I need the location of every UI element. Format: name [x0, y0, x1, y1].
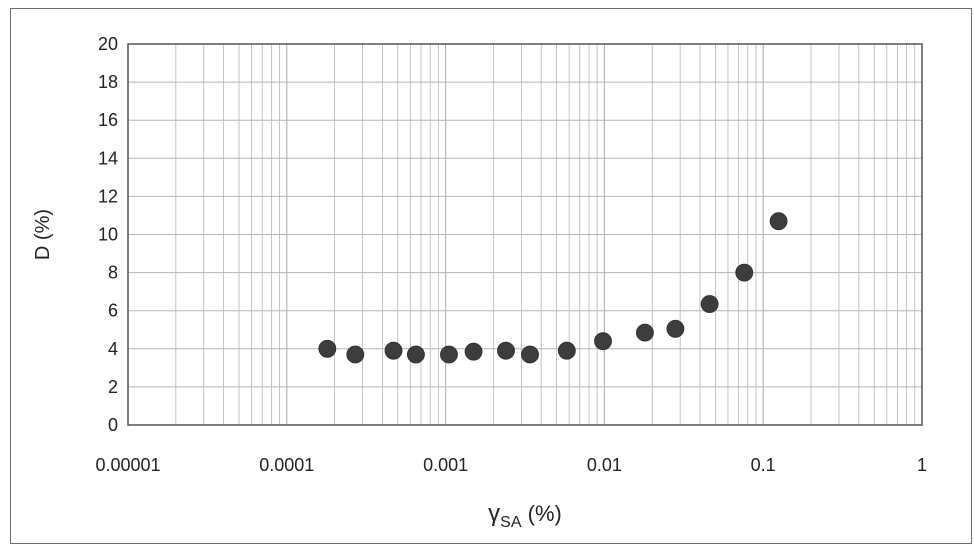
data-point [440, 345, 458, 364]
data-point [769, 212, 788, 231]
y-axis-tick-labels: 0 2 4 6 8 10 12 14 16 18 20 [98, 34, 118, 435]
data-point [406, 345, 425, 364]
x-axis-title-symbol: γ [488, 500, 500, 527]
x-axis-tick-labels: 0.00001 0.0001 0.001 0.01 0.1 1 [95, 455, 927, 475]
x-axis-title-subscript: SA [500, 514, 522, 531]
data-point [521, 345, 539, 364]
chart-svg: 0 2 4 6 8 10 12 14 16 18 20 0.00001 0.0001 0.001 0.01… [32, 34, 927, 531]
x-tick-label: 0.1 [751, 455, 776, 475]
data-points [318, 212, 788, 364]
chart-frame: 0 2 4 6 8 10 12 14 16 18 20 0.00001 0.0001 0.001 0.01… [10, 8, 972, 544]
data-point [318, 339, 337, 358]
y-tick-label: 8 [108, 263, 118, 283]
x-tick-label: 0.00001 [95, 455, 160, 475]
y-tick-label: 0 [108, 415, 118, 435]
y-tick-label: 4 [108, 339, 118, 359]
x-axis-title-unit: (%) [522, 501, 562, 526]
data-point [464, 342, 483, 361]
y-tick-label: 14 [98, 148, 118, 168]
y-tick-label: 2 [108, 377, 118, 397]
data-point [700, 295, 719, 313]
y-tick-label: 10 [98, 225, 118, 245]
data-point [384, 341, 403, 360]
y-tick-label: 18 [98, 72, 118, 92]
x-tick-label: 0.001 [423, 455, 468, 475]
data-point [497, 341, 515, 360]
y-tick-label: 16 [98, 110, 118, 130]
x-tick-label: 0.01 [587, 455, 622, 475]
data-point [346, 345, 365, 364]
data-point [735, 263, 754, 282]
plot-area-border [127, 43, 923, 426]
x-axis-title: γSA (%) [488, 500, 562, 531]
grid-layer [127, 43, 922, 426]
data-point [557, 341, 576, 360]
data-point [666, 319, 685, 338]
x-tick-label: 0.0001 [259, 455, 314, 475]
data-point [636, 323, 654, 342]
x-tick-label: 1 [917, 455, 927, 475]
y-tick-label: 6 [108, 301, 118, 321]
y-axis-title: D (%) [32, 209, 54, 260]
y-tick-label: 20 [98, 34, 118, 54]
y-tick-label: 12 [98, 186, 118, 206]
data-point [594, 332, 612, 351]
